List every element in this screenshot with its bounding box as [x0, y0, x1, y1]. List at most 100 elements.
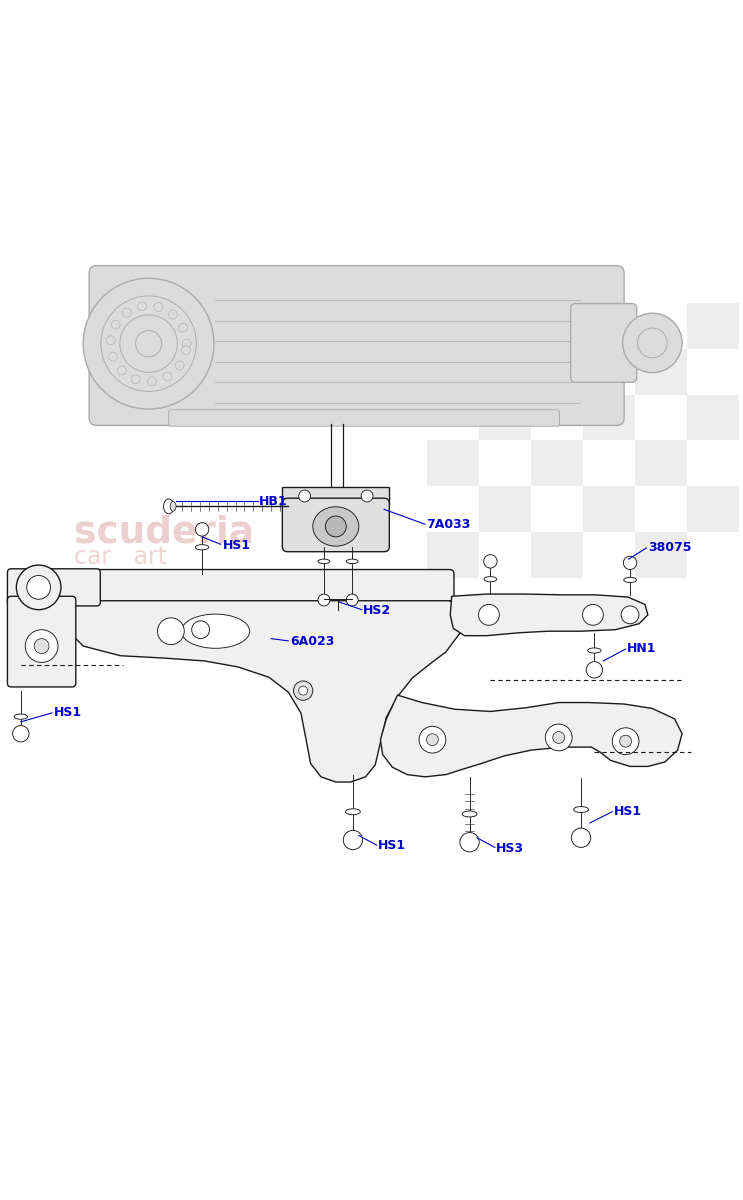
Bar	[282, 487, 389, 505]
Circle shape	[299, 490, 311, 502]
FancyBboxPatch shape	[571, 304, 637, 383]
Circle shape	[612, 727, 639, 755]
Circle shape	[175, 361, 184, 370]
Circle shape	[169, 310, 178, 319]
Circle shape	[106, 336, 115, 344]
Polygon shape	[61, 596, 468, 782]
Bar	[531, 395, 583, 440]
Bar	[479, 486, 531, 532]
Circle shape	[623, 313, 682, 373]
Bar	[427, 486, 479, 532]
Bar	[583, 532, 635, 577]
Polygon shape	[450, 594, 648, 636]
Bar	[635, 349, 687, 395]
Bar	[687, 304, 739, 349]
Bar	[531, 532, 583, 577]
Circle shape	[460, 833, 479, 852]
Text: scuderia: scuderia	[74, 514, 254, 550]
Circle shape	[101, 296, 196, 391]
FancyBboxPatch shape	[7, 596, 76, 686]
Circle shape	[583, 605, 603, 625]
Circle shape	[192, 620, 210, 638]
Circle shape	[195, 523, 209, 536]
Bar	[687, 486, 739, 532]
Bar	[583, 349, 635, 395]
Bar	[635, 304, 687, 349]
Ellipse shape	[346, 559, 358, 564]
FancyBboxPatch shape	[59, 570, 454, 601]
Circle shape	[318, 594, 330, 606]
Bar	[427, 304, 479, 349]
Bar	[687, 395, 739, 440]
Circle shape	[361, 490, 373, 502]
Circle shape	[621, 606, 639, 624]
Text: HS2: HS2	[363, 604, 392, 617]
Bar	[479, 395, 531, 440]
Circle shape	[120, 314, 178, 372]
Circle shape	[135, 330, 162, 356]
Circle shape	[181, 346, 190, 355]
Ellipse shape	[588, 648, 601, 653]
Bar	[583, 440, 635, 486]
FancyBboxPatch shape	[282, 498, 389, 552]
Circle shape	[182, 340, 191, 348]
Circle shape	[154, 302, 163, 312]
Bar	[427, 532, 479, 577]
Circle shape	[346, 594, 358, 606]
Circle shape	[123, 308, 132, 317]
Circle shape	[27, 576, 51, 599]
Circle shape	[623, 556, 637, 570]
Bar	[479, 532, 531, 577]
Bar	[427, 349, 479, 395]
Circle shape	[553, 732, 565, 743]
Ellipse shape	[484, 576, 496, 582]
Circle shape	[158, 618, 184, 644]
Ellipse shape	[462, 811, 477, 817]
Circle shape	[343, 830, 363, 850]
Text: 6A023: 6A023	[290, 635, 334, 648]
Ellipse shape	[345, 809, 360, 815]
Bar	[531, 349, 583, 395]
Circle shape	[484, 554, 497, 568]
Circle shape	[545, 724, 572, 751]
Ellipse shape	[623, 577, 636, 582]
Ellipse shape	[325, 516, 346, 536]
Polygon shape	[380, 695, 682, 776]
Circle shape	[34, 638, 49, 654]
Text: HS1: HS1	[378, 840, 406, 852]
Circle shape	[637, 328, 667, 358]
Bar	[427, 440, 479, 486]
Ellipse shape	[181, 614, 250, 648]
Bar	[583, 395, 635, 440]
Bar	[479, 304, 531, 349]
Ellipse shape	[195, 545, 209, 550]
Circle shape	[108, 352, 117, 361]
FancyBboxPatch shape	[169, 409, 559, 426]
Bar	[479, 440, 531, 486]
Ellipse shape	[170, 502, 176, 511]
Text: HB1: HB1	[259, 494, 288, 508]
Circle shape	[478, 605, 499, 625]
Text: 38075: 38075	[648, 541, 692, 553]
Ellipse shape	[574, 806, 588, 812]
Circle shape	[426, 733, 438, 745]
Text: HS1: HS1	[223, 539, 251, 552]
Circle shape	[178, 323, 187, 332]
Ellipse shape	[318, 559, 330, 564]
Text: HS1: HS1	[614, 804, 642, 817]
FancyBboxPatch shape	[89, 265, 624, 425]
Ellipse shape	[313, 506, 359, 546]
Ellipse shape	[163, 499, 174, 514]
Bar	[531, 486, 583, 532]
Circle shape	[25, 630, 58, 662]
Bar	[479, 349, 531, 395]
Text: HS3: HS3	[496, 841, 525, 854]
Bar	[687, 440, 739, 486]
Circle shape	[83, 278, 214, 409]
Circle shape	[117, 366, 126, 374]
Text: HS1: HS1	[53, 706, 82, 719]
Circle shape	[132, 374, 140, 384]
Text: HN1: HN1	[627, 642, 657, 655]
Circle shape	[293, 680, 313, 701]
Bar	[687, 349, 739, 395]
